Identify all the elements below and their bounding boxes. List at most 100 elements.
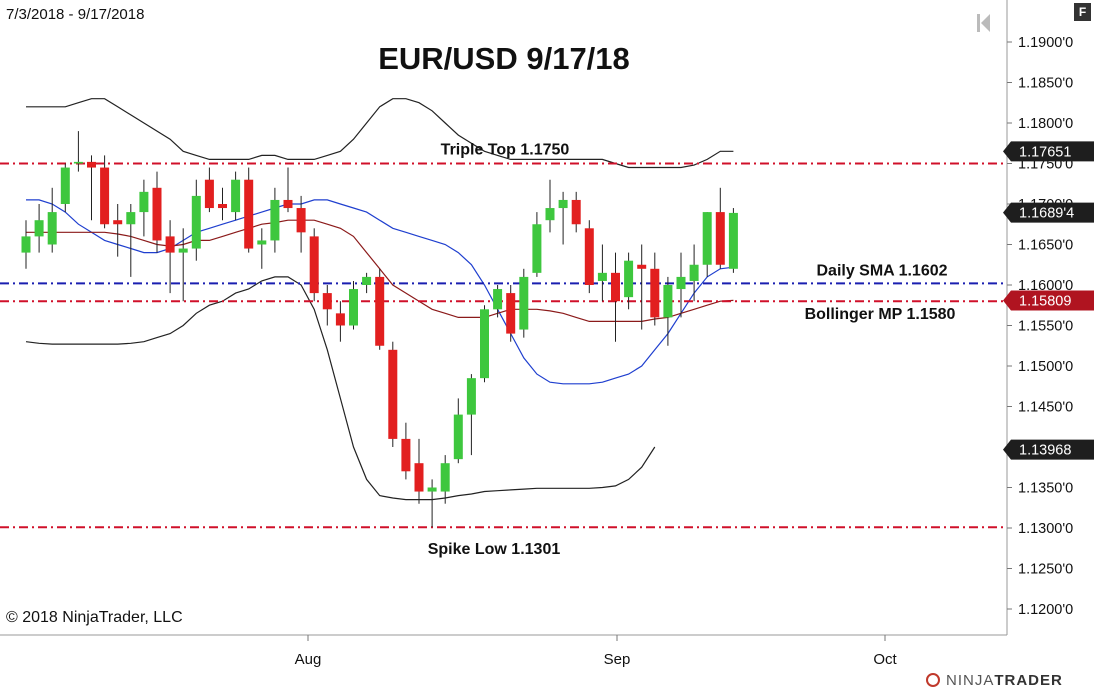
candle-body bbox=[152, 187, 162, 241]
candle-body bbox=[624, 260, 634, 298]
candle-body bbox=[34, 220, 44, 237]
candle-body bbox=[493, 289, 503, 310]
price-tag-label: 1.17651 bbox=[1019, 144, 1071, 160]
ninjatrader-logo-icon bbox=[926, 673, 940, 687]
candle-body bbox=[218, 204, 227, 209]
candle-body bbox=[362, 276, 372, 285]
candle-body bbox=[545, 208, 555, 221]
brand-prefix: NINJA bbox=[946, 672, 995, 689]
candle-body bbox=[283, 199, 293, 209]
y-tick-label: 1.1600'0 bbox=[1018, 278, 1073, 294]
candle-body bbox=[676, 276, 686, 290]
annotation-label: Daily SMA 1.1602 bbox=[816, 262, 947, 279]
lower-band-line bbox=[25, 276, 656, 501]
y-axis: 1.1200'01.1250'01.1300'01.1350'01.1400'0… bbox=[1003, 35, 1094, 618]
y-tick-label: 1.1850'0 bbox=[1018, 76, 1073, 92]
candle-body bbox=[126, 212, 136, 225]
candle-body bbox=[611, 272, 620, 302]
candle-body bbox=[427, 487, 437, 492]
candle-body bbox=[178, 248, 188, 253]
price-tag-label: 1.1689'4 bbox=[1019, 206, 1074, 222]
candle-body bbox=[191, 195, 201, 249]
price-tag bbox=[1003, 202, 1094, 223]
candle-body bbox=[349, 289, 358, 326]
candle-body bbox=[309, 236, 319, 294]
candle-body bbox=[728, 212, 738, 269]
candle-body bbox=[204, 179, 214, 209]
candle-body bbox=[257, 240, 267, 245]
candle-body bbox=[87, 161, 96, 168]
candle-body bbox=[231, 179, 241, 213]
y-tick-label: 1.1200'0 bbox=[1018, 602, 1073, 618]
price-tag-label: 1.13968 bbox=[1019, 443, 1071, 459]
candle-body bbox=[244, 179, 254, 249]
candle-body bbox=[558, 199, 568, 209]
candle-body bbox=[388, 349, 398, 439]
price-tag bbox=[1003, 439, 1094, 460]
candle-body bbox=[663, 285, 673, 318]
candle-body bbox=[440, 463, 450, 492]
annotations-layer: Triple Top 1.1750 Daily SMA 1.1602 Bolling… bbox=[428, 142, 956, 559]
candle-body bbox=[584, 228, 594, 285]
candle-body bbox=[47, 212, 57, 245]
chart-frame bbox=[0, 0, 1008, 636]
candle-body bbox=[113, 220, 123, 225]
sma-line bbox=[26, 199, 734, 385]
price-tag bbox=[1003, 290, 1094, 311]
annotation-label: Spike Low 1.1301 bbox=[428, 541, 561, 558]
candle-body bbox=[650, 268, 660, 318]
candle-body bbox=[73, 161, 83, 164]
chart-title: EUR/USD 9/17/18 bbox=[378, 41, 630, 76]
y-tick-label: 1.1300'0 bbox=[1018, 521, 1073, 537]
x-tick-label: Sep bbox=[604, 651, 631, 668]
candle-body bbox=[532, 224, 542, 273]
skip-back-icon[interactable] bbox=[976, 12, 992, 34]
candle-body bbox=[21, 236, 31, 253]
candle-body bbox=[165, 236, 175, 253]
candle-body bbox=[637, 264, 647, 269]
candle-body bbox=[375, 276, 385, 346]
candle-body bbox=[139, 191, 149, 213]
price-tag bbox=[1003, 141, 1094, 162]
candle-body bbox=[715, 212, 725, 265]
candle-body bbox=[506, 293, 516, 334]
candle-body bbox=[270, 199, 280, 241]
y-tick-label: 1.1450'0 bbox=[1018, 400, 1073, 416]
horizontal-levels bbox=[0, 162, 1007, 529]
candle-body bbox=[571, 199, 581, 225]
upper-band-line bbox=[26, 98, 734, 169]
candle-body bbox=[414, 463, 424, 492]
x-tick-label: Oct bbox=[873, 651, 897, 668]
candle-body bbox=[702, 212, 712, 265]
price-tag-label: 1.15809 bbox=[1019, 293, 1071, 309]
y-tick-label: 1.1900'0 bbox=[1018, 35, 1073, 51]
flag-icon[interactable]: F bbox=[1074, 3, 1091, 21]
candle-body bbox=[401, 438, 411, 472]
candle-body bbox=[480, 309, 489, 379]
candle-body bbox=[689, 264, 699, 281]
candle-body bbox=[60, 167, 70, 204]
y-tick-label: 1.1350'0 bbox=[1018, 481, 1073, 497]
candles-layer bbox=[21, 131, 738, 528]
copyright-text: © 2018 NinjaTrader, LLC bbox=[6, 609, 183, 626]
y-tick-label: 1.1550'0 bbox=[1018, 319, 1073, 335]
candle-body bbox=[597, 272, 607, 281]
candle-body bbox=[466, 378, 476, 415]
annotation-label: Bollinger MP 1.1580 bbox=[805, 306, 956, 323]
candle-body bbox=[100, 167, 110, 225]
candle-body bbox=[296, 208, 306, 233]
x-tick-label: Aug bbox=[295, 651, 322, 668]
candle-body bbox=[453, 414, 463, 460]
brand-text: NINJATRADER bbox=[946, 672, 1063, 689]
brand-suffix: TRADER bbox=[994, 672, 1063, 689]
candle-body bbox=[519, 276, 529, 330]
annotation-label: Triple Top 1.1750 bbox=[441, 142, 570, 159]
y-tick-label: 1.1500'0 bbox=[1018, 359, 1073, 375]
y-tick-label: 1.1800'0 bbox=[1018, 116, 1073, 132]
candle-body bbox=[322, 293, 332, 310]
y-tick-label: 1.1250'0 bbox=[1018, 562, 1073, 578]
x-axis: Aug Sep Oct bbox=[295, 635, 897, 668]
candle-body bbox=[335, 313, 345, 326]
date-range: 7/3/2018 - 9/17/2018 bbox=[6, 6, 145, 23]
